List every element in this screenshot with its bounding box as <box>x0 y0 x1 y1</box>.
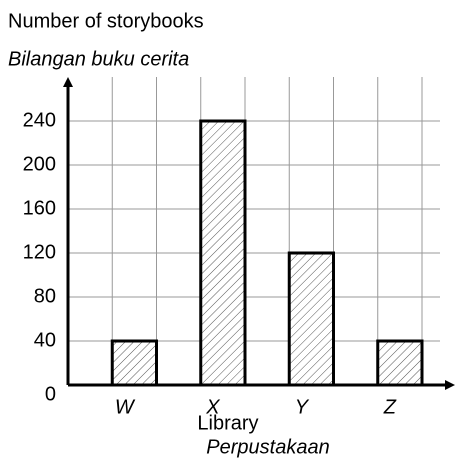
x-axis-label-translation: Perpustakaan <box>206 436 329 458</box>
y-tick-label: 40 <box>34 329 56 351</box>
y-axis-label-translation: Bilangan buku cerita <box>8 48 189 70</box>
x-tick-label: X <box>205 396 220 418</box>
y-tick-label: 200 <box>23 153 56 175</box>
x-axis-label: Library <box>197 412 258 434</box>
y-tick-label: 0 <box>45 383 56 405</box>
bar <box>199 119 247 387</box>
x-tick-label: Z <box>383 396 397 418</box>
y-tick-label: 160 <box>23 197 56 219</box>
bar <box>110 339 158 387</box>
y-tick-label: 240 <box>23 109 56 131</box>
y-axis-label: Number of storybooks <box>8 10 204 32</box>
bar <box>376 339 424 387</box>
y-tick-label: 80 <box>34 285 56 307</box>
x-tick-label: W <box>115 396 136 418</box>
bar <box>287 251 335 387</box>
y-tick-label: 120 <box>23 241 56 263</box>
x-tick-label: Y <box>295 396 310 418</box>
